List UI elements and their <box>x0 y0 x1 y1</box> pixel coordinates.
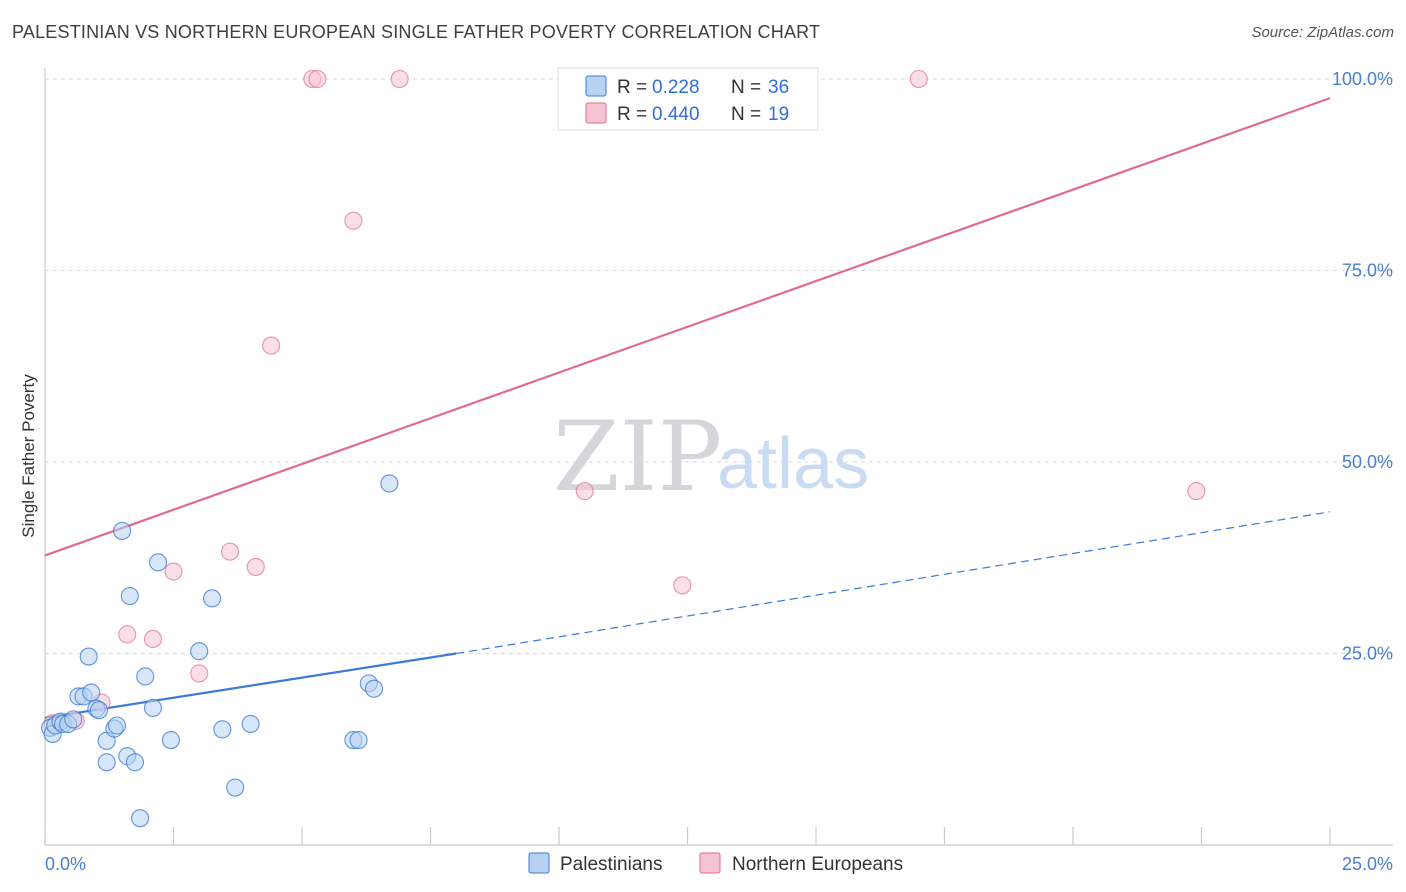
data-point-palestinian <box>131 809 150 828</box>
data-point-northern-european <box>909 69 928 89</box>
y-tick-label: 25.0% <box>1342 644 1393 664</box>
bottom-legend-swatch-northern-europeans <box>699 852 721 874</box>
data-point-palestinian <box>161 731 180 750</box>
bottom-legend: Palestinians Northern Europeans <box>528 852 903 875</box>
trend-line-northern-europeans <box>44 97 1331 557</box>
axes <box>44 68 1393 846</box>
data-point-northern-european <box>118 625 137 644</box>
y-axis-title: Single Father Poverty <box>19 374 38 538</box>
legend-n-value: 36 <box>768 77 789 98</box>
data-point-palestinian <box>113 521 132 540</box>
tick-labels: 25.0% 50.0% 75.0% 100.0% 0.0% 25.0% <box>45 69 1393 874</box>
data-point-palestinian <box>149 553 168 572</box>
data-point-palestinian <box>241 714 260 734</box>
y-tick-label: 100.0% <box>1332 69 1393 89</box>
data-point-northern-european <box>262 336 281 355</box>
data-point-palestinian <box>64 710 83 729</box>
trend-line-palestinians <box>44 652 457 719</box>
y-tick-label: 75.0% <box>1342 261 1393 281</box>
legend-r-label: R = <box>617 77 647 98</box>
data-point-palestinian <box>89 701 109 720</box>
data-point-palestinian <box>120 586 139 606</box>
data-point-palestinian <box>380 474 399 493</box>
data-point-northern-european <box>308 69 327 89</box>
data-point-palestinian <box>143 698 162 717</box>
data-point-northern-european <box>143 629 162 648</box>
legend-r-value: 0.228 <box>652 77 700 98</box>
legend-swatch-northern-europeans <box>585 102 607 124</box>
data-point-palestinian <box>82 683 101 702</box>
legend-n-value: 19 <box>768 104 789 125</box>
data-point-northern-european <box>673 576 692 595</box>
legend-n-label: N = <box>731 104 761 125</box>
data-point-northern-european <box>220 542 240 561</box>
chart-title: PALESTINIAN VS NORTHERN EUROPEAN SINGLE … <box>12 22 821 42</box>
data-point-palestinian <box>349 731 368 750</box>
trend-line-palestinians-extension <box>456 511 1331 655</box>
trend-lines <box>44 97 1331 719</box>
x-tick-label: 0.0% <box>45 854 86 874</box>
bottom-legend-swatch-palestinians <box>528 852 550 874</box>
watermark-atlas: atlas <box>717 424 869 504</box>
data-point-palestinian <box>97 753 116 772</box>
data-point-northern-european <box>246 557 265 576</box>
data-point-palestinian <box>136 667 155 686</box>
data-point-northern-european <box>344 211 363 230</box>
legend-swatch-palestinians <box>585 75 607 97</box>
legend: R = 0.228 N = 36 R = 0.440 N = 19 <box>557 67 819 131</box>
data-point-northern-european <box>190 664 209 683</box>
data-point-palestinian <box>364 679 384 698</box>
data-point-northern-european <box>390 69 409 89</box>
data-point-northern-european <box>1187 482 1206 501</box>
data-point-palestinian <box>79 647 98 666</box>
bottom-legend-palestinians: Palestinians <box>560 854 662 875</box>
data-point-palestinian <box>226 778 245 797</box>
x-tick-label: 25.0% <box>1342 854 1393 874</box>
legend-r-value: 0.440 <box>652 104 700 125</box>
data-point-palestinian <box>213 720 232 739</box>
data-point-northern-european <box>164 562 183 581</box>
legend-r-label: R = <box>617 104 647 125</box>
data-point-northern-european <box>575 482 594 501</box>
legend-n-label: N = <box>731 77 761 98</box>
data-point-palestinian <box>125 753 144 772</box>
bottom-legend-northern-europeans: Northern Europeans <box>732 854 903 875</box>
y-tick-label: 50.0% <box>1342 452 1393 472</box>
data-point-palestinian <box>190 642 209 661</box>
watermark: ZIP atlas <box>553 401 869 513</box>
chart-source: Source: ZipAtlas.com <box>1251 24 1394 41</box>
data-point-palestinian <box>107 716 127 735</box>
gridlines <box>45 78 1393 654</box>
data-point-palestinian <box>203 589 222 608</box>
